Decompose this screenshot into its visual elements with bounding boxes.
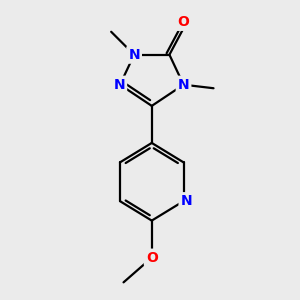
Text: N: N bbox=[181, 194, 192, 208]
Text: O: O bbox=[178, 15, 190, 29]
Text: N: N bbox=[113, 78, 125, 92]
Text: O: O bbox=[146, 250, 158, 265]
Text: N: N bbox=[178, 78, 189, 92]
Text: N: N bbox=[128, 48, 140, 62]
